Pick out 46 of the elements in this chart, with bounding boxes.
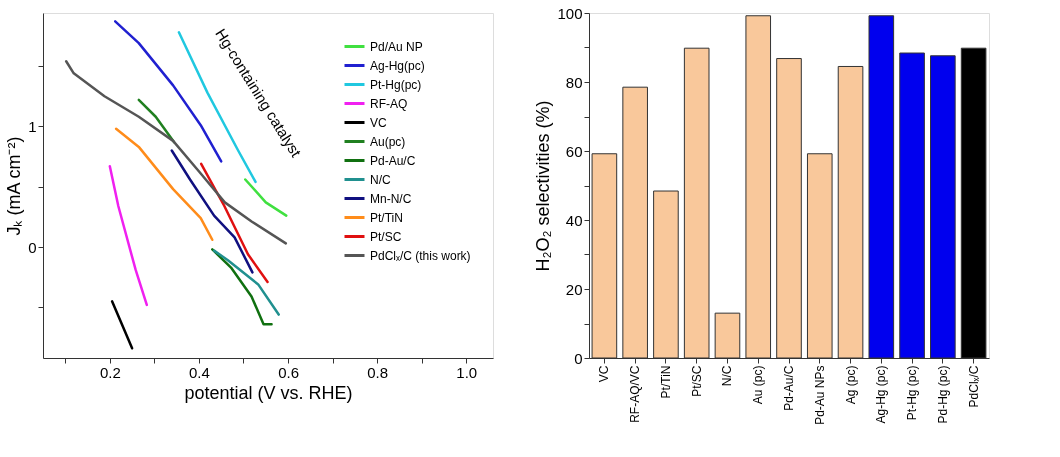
legend-label: PdClₓ/C (this work) <box>370 248 471 263</box>
x-tick-label: Pd-Au/C <box>782 365 796 411</box>
y-tick-label: 40 <box>565 211 583 229</box>
legend-label: Pd-Au/C <box>370 153 416 168</box>
x-tick-label: Pd-Au NPs <box>812 365 827 425</box>
x-tick-label: RF-AQ/VC <box>628 365 643 423</box>
y-axis-title: Jₖ (mA cm⁻²) <box>4 136 25 236</box>
legend-label: Pd/Au NP <box>370 39 423 54</box>
y-tick-label: 0 <box>28 238 37 256</box>
y-axis-title: H₂O₂ selectivities (%) <box>533 100 554 272</box>
x-tick-label: N/C <box>720 365 735 387</box>
line-series <box>170 149 254 274</box>
x-tick-label: 0.4 <box>189 363 210 381</box>
x-tick-label: 0.6 <box>278 363 299 381</box>
y-tick-label: 60 <box>565 142 583 160</box>
legend-label: Pt/SC <box>370 229 402 244</box>
y-tick-label: 0 <box>574 349 583 367</box>
x-tick-label: Pt-Hg (pc) <box>905 365 920 421</box>
x-tick-label: Au (pc) <box>751 365 766 405</box>
line-series <box>108 164 149 307</box>
legend-label: Mn-N/C <box>370 191 412 206</box>
x-tick-label: 1.0 <box>456 363 478 381</box>
legend-label: Pt-Hg(pc) <box>370 77 422 92</box>
x-tick-label: Ag (pc) <box>843 365 858 405</box>
legend-label: VC <box>370 115 387 130</box>
legend-label: Pt/TiN <box>370 210 403 225</box>
y-tick-label: 1 <box>28 117 37 135</box>
legend-label: RF-AQ <box>370 96 408 111</box>
x-tick-label: 0.8 <box>367 363 389 381</box>
y-tick-label: 20 <box>565 280 583 298</box>
legend-label: Au(pc) <box>370 134 406 149</box>
line-series <box>212 249 280 316</box>
x-tick-label: PdClₓ/C <box>966 365 981 408</box>
legend-label: Ag-Hg(pc) <box>370 58 425 73</box>
x-tick-label: 0.2 <box>99 363 121 381</box>
x-tick-label: Ag-Hg (pc) <box>874 365 889 424</box>
line-series <box>114 127 214 242</box>
legend-label: N/C <box>370 172 391 187</box>
x-tick-label: Pt/SC <box>689 365 704 397</box>
y-tick-label: 100 <box>557 4 583 22</box>
x-axis-title: potential (V vs. RHE) <box>184 382 353 403</box>
x-tick-label: Pt/TiN <box>658 365 673 399</box>
y-tick-label: 80 <box>565 73 583 91</box>
x-tick-label: VC <box>597 365 612 383</box>
line-series <box>211 248 273 326</box>
x-tick-label: Pd-Hg (pc) <box>935 365 950 424</box>
